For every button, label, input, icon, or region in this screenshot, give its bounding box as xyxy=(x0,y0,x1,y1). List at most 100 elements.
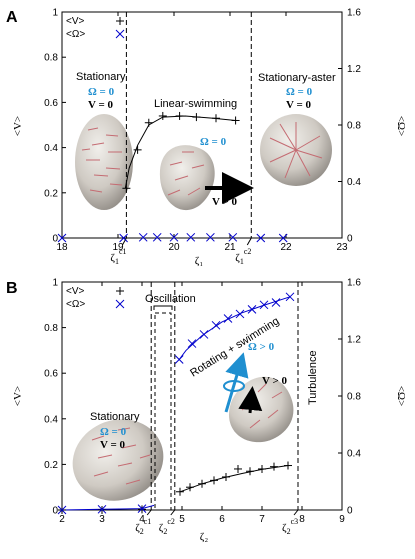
region-stationary-b-omega: Ω = 0 xyxy=(100,426,127,438)
region-turbulence-label: Turbulence xyxy=(307,350,319,405)
threshold-pointer xyxy=(293,509,299,516)
cell-stationary-a-image xyxy=(75,114,133,210)
panel-b-x-axis-title: ζ₂ xyxy=(200,531,209,543)
legend-v-label: <V> xyxy=(66,286,85,297)
x-tick-label: 21 xyxy=(224,242,236,253)
threshold-pointer xyxy=(121,237,127,246)
rotation-axis-arrow xyxy=(224,352,249,413)
omega-data-point xyxy=(256,233,266,243)
omega-data-point xyxy=(119,233,128,243)
x-tick-label: 22 xyxy=(280,242,292,253)
region-linear-swimming-v: V > 0 xyxy=(212,196,238,208)
x-tick-label: 23 xyxy=(336,242,348,253)
v-data-point xyxy=(246,467,254,476)
y2-tick-label: 1.6 xyxy=(347,278,361,289)
legend-v-label: <V> xyxy=(66,16,85,27)
region-stationary-a-v: V = 0 xyxy=(88,99,114,111)
omega-data-point xyxy=(211,320,221,330)
v-data-point xyxy=(158,111,167,120)
omega-data-point xyxy=(206,232,215,242)
panel-a: A xyxy=(6,8,407,268)
y2-tick-label: 0.8 xyxy=(347,121,361,132)
rotation-circle-icon xyxy=(223,380,245,392)
threshold-pointer xyxy=(170,509,176,516)
omega-data-point xyxy=(97,504,107,514)
v-fit-line xyxy=(124,115,236,189)
panel-a-y-axis-title: <V> xyxy=(12,116,24,136)
cell-stationary-aster-image xyxy=(260,114,332,186)
x-tick-label: 8 xyxy=(299,514,305,525)
x-tick-label: 6 xyxy=(219,514,225,525)
y2-tick-label: 0.8 xyxy=(347,392,361,403)
panel-b-y2-axis-title: <Ω> xyxy=(395,386,407,407)
v-data-point xyxy=(234,464,242,473)
x-tick-label: 18 xyxy=(56,242,68,253)
v-data-point xyxy=(176,487,184,496)
omega-data-point xyxy=(187,339,197,348)
y-tick-label: 0.4 xyxy=(44,414,58,425)
region-rotating-swimming-v: V > 0 xyxy=(262,375,288,387)
omega-data-point xyxy=(247,305,257,314)
omega-data-point xyxy=(228,232,238,242)
omega-fit-line xyxy=(61,504,155,511)
v-data-point xyxy=(192,113,201,122)
region-stationary-a-label: Stationary xyxy=(76,71,126,83)
threshold-pointer xyxy=(246,237,252,246)
panel-a-letter: A xyxy=(6,9,18,26)
cell-stationary-b-image xyxy=(72,419,164,501)
omega-data-point xyxy=(152,232,162,242)
legend-omega-label: <Ω> xyxy=(66,29,85,40)
region-stationary-a-omega: Ω = 0 xyxy=(88,86,115,98)
y2-tick-label: 1.2 xyxy=(347,64,361,75)
x-tick-label: 7 xyxy=(259,514,265,525)
region-rotating-swimming-omega: Ω > 0 xyxy=(248,341,275,353)
omega-data-point xyxy=(199,330,209,339)
y-tick-label: 0 xyxy=(52,234,58,245)
panel-a-markers xyxy=(57,111,288,243)
panel-b-markers xyxy=(57,292,295,515)
threshold-label: ζ1c2 xyxy=(235,247,251,266)
y-tick-label: 0.8 xyxy=(44,323,58,334)
omega-data-point xyxy=(174,355,184,364)
omega-data-point xyxy=(138,232,148,242)
y2-tick-label: 0 xyxy=(347,506,353,517)
y-tick-label: 1 xyxy=(52,278,58,289)
panel-a-thresholds: ζ1c1 ζ1c2 xyxy=(110,12,252,266)
region-stationary-b-label: Stationary xyxy=(90,411,140,423)
y-tick-label: 0.4 xyxy=(44,143,58,154)
v-data-point xyxy=(144,118,153,127)
v-data-point xyxy=(198,479,206,488)
region-stationary-b-v: V = 0 xyxy=(100,439,126,451)
x-tick-label: 20 xyxy=(168,242,180,253)
y-tick-label: 0.6 xyxy=(44,369,58,380)
y-tick-label: 0.2 xyxy=(44,460,58,471)
threshold-label: ζ2c1 xyxy=(135,517,151,536)
panel-a-fit-lines xyxy=(124,115,236,189)
y-tick-label: 1 xyxy=(52,8,58,19)
omega-data-point xyxy=(169,232,179,242)
v-data-point xyxy=(175,111,184,120)
panel-b-fit-lines xyxy=(61,296,291,511)
panel-b-legend: <V> <Ω> xyxy=(66,286,125,310)
omega-data-point xyxy=(57,505,67,515)
v-data-point xyxy=(210,476,218,485)
y2-tick-label: 1.2 xyxy=(347,335,361,346)
region-stationary-aster-omega: Ω = 0 xyxy=(286,86,313,98)
omega-data-point xyxy=(186,232,196,242)
region-linear-swimming-label: Linear-swimming xyxy=(154,98,237,110)
v-data-point xyxy=(258,464,266,473)
panel-a-y2-axis-title: <Ω> xyxy=(395,116,407,137)
x-tick-label: 5 xyxy=(179,514,185,525)
v-data-point xyxy=(212,114,220,123)
omega-data-point xyxy=(235,309,245,319)
y-tick-label: 0 xyxy=(52,506,58,517)
panel-b-thresholds: ζ2c1 ζ2c2 ζ2c3 xyxy=(135,282,299,536)
omega-data-point xyxy=(57,233,67,243)
threshold-label: ζ1c1 xyxy=(110,247,126,266)
omega-data-point xyxy=(271,298,281,307)
y2-tick-label: 0.4 xyxy=(347,449,361,460)
swimming-velocity-arrow xyxy=(238,386,263,414)
panel-b-y-axis-title: <V> xyxy=(12,386,24,406)
